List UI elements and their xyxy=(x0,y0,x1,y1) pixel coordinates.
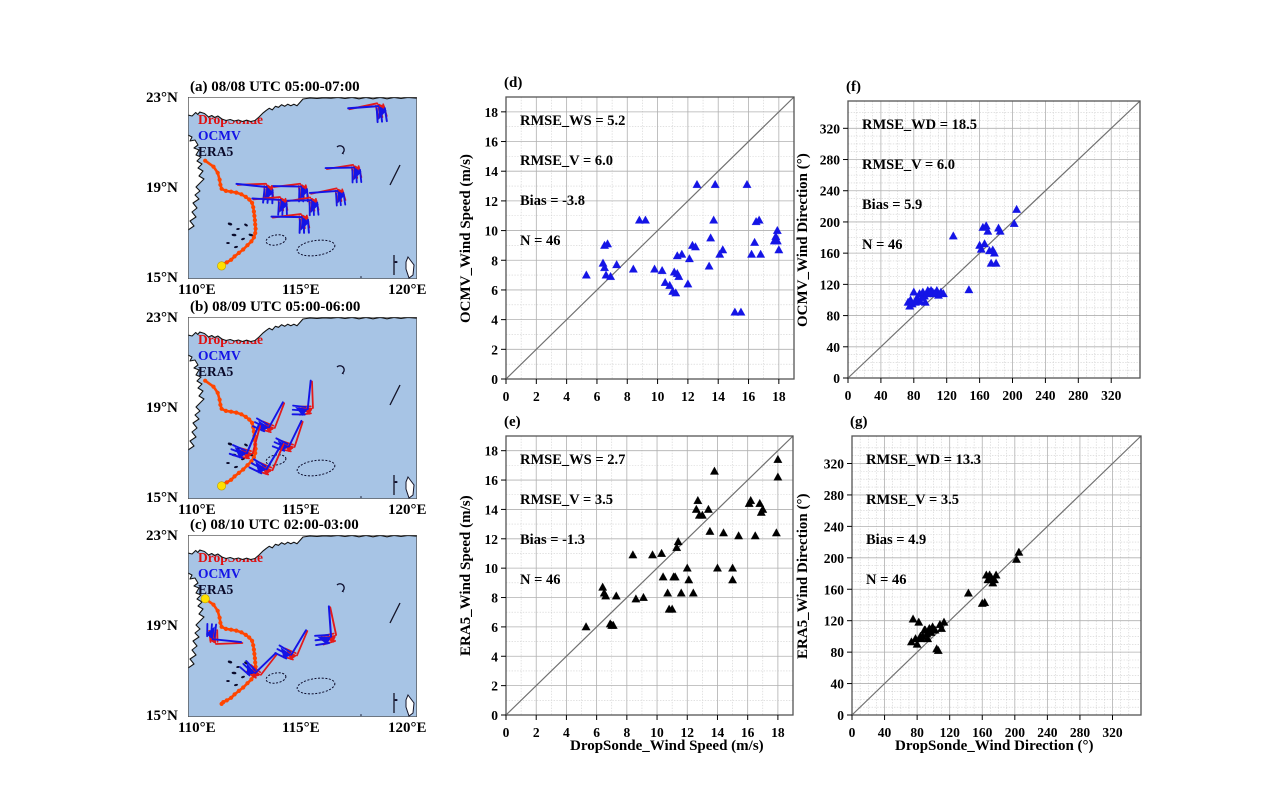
svg-text:18: 18 xyxy=(772,389,786,404)
svg-text:RMSE_WD = 13.3: RMSE_WD = 13.3 xyxy=(866,452,981,468)
svg-text:8: 8 xyxy=(624,389,631,404)
svg-text:120: 120 xyxy=(820,277,841,292)
svg-text:80: 80 xyxy=(831,645,845,660)
svg-text:10: 10 xyxy=(485,561,499,576)
svg-text:6: 6 xyxy=(491,283,498,298)
svg-text:4: 4 xyxy=(491,649,498,664)
svg-text:Bias = 4.9: Bias = 4.9 xyxy=(866,532,926,548)
svg-text:4: 4 xyxy=(563,725,570,740)
svg-text:120: 120 xyxy=(824,614,845,629)
svg-text:0: 0 xyxy=(491,708,498,723)
svg-text:RMSE_V = 6.0: RMSE_V = 6.0 xyxy=(520,153,613,169)
svg-text:16: 16 xyxy=(485,473,499,488)
svg-text:RMSE_WS = 2.7: RMSE_WS = 2.7 xyxy=(520,452,625,468)
svg-text:14: 14 xyxy=(485,502,499,517)
svg-text:200: 200 xyxy=(820,215,841,230)
svg-text:(g): (g) xyxy=(850,414,868,430)
svg-text:18: 18 xyxy=(771,725,785,740)
svg-text:(e): (e) xyxy=(504,414,521,430)
svg-text:N = 46: N = 46 xyxy=(866,572,906,588)
svg-text:ERA5: ERA5 xyxy=(198,364,234,379)
svg-text:6: 6 xyxy=(491,620,498,635)
svg-text:Bias = -3.8: Bias = -3.8 xyxy=(520,193,585,209)
svg-text:6: 6 xyxy=(594,389,601,404)
svg-text:0: 0 xyxy=(503,725,510,740)
svg-text:12: 12 xyxy=(681,389,695,404)
svg-text:280: 280 xyxy=(824,488,845,503)
svg-text:200: 200 xyxy=(824,551,845,566)
svg-text:40: 40 xyxy=(831,677,845,692)
svg-text:18: 18 xyxy=(485,444,499,459)
svg-text:14: 14 xyxy=(485,164,499,179)
svg-text:RMSE_V = 3.5: RMSE_V = 3.5 xyxy=(866,492,959,508)
svg-text:2: 2 xyxy=(533,725,540,740)
svg-text:320: 320 xyxy=(1102,725,1123,740)
svg-text:320: 320 xyxy=(824,457,845,472)
svg-text:160: 160 xyxy=(824,582,845,597)
svg-text:320: 320 xyxy=(1101,388,1122,403)
svg-text:40: 40 xyxy=(827,340,841,355)
svg-text:80: 80 xyxy=(827,309,841,324)
svg-text:240: 240 xyxy=(824,519,845,534)
svg-text:N = 46: N = 46 xyxy=(862,237,902,253)
svg-text:0: 0 xyxy=(503,389,510,404)
svg-text:0: 0 xyxy=(837,708,844,723)
svg-text:0: 0 xyxy=(833,371,840,386)
svg-text:10: 10 xyxy=(651,389,665,404)
svg-text:160: 160 xyxy=(820,246,841,261)
svg-text:RMSE_V = 6.0: RMSE_V = 6.0 xyxy=(862,157,955,173)
svg-text:OCMV: OCMV xyxy=(198,128,241,143)
svg-text:16: 16 xyxy=(485,135,499,150)
svg-text:16: 16 xyxy=(742,389,756,404)
svg-text:ERA5: ERA5 xyxy=(198,144,234,159)
svg-text:320: 320 xyxy=(820,121,841,136)
svg-text:(d): (d) xyxy=(504,75,522,91)
svg-text:2: 2 xyxy=(491,342,498,357)
svg-text:280: 280 xyxy=(820,153,841,168)
svg-text:280: 280 xyxy=(1068,388,1089,403)
svg-text:10: 10 xyxy=(485,224,499,239)
svg-text:(f): (f) xyxy=(846,79,861,95)
svg-text:200: 200 xyxy=(1002,388,1023,403)
svg-text:120: 120 xyxy=(937,388,958,403)
svg-text:OCMV: OCMV xyxy=(198,566,241,581)
svg-text:4: 4 xyxy=(491,313,498,328)
svg-text:80: 80 xyxy=(907,388,921,403)
svg-text:40: 40 xyxy=(878,725,892,740)
svg-text:RMSE_WD = 18.5: RMSE_WD = 18.5 xyxy=(862,117,977,133)
svg-text:RMSE_V = 3.5: RMSE_V = 3.5 xyxy=(520,492,613,508)
svg-text:N = 46: N = 46 xyxy=(520,233,560,249)
svg-text:0: 0 xyxy=(845,388,852,403)
svg-text:N = 46: N = 46 xyxy=(520,572,560,588)
svg-text:4: 4 xyxy=(563,389,570,404)
svg-text:0: 0 xyxy=(849,725,856,740)
svg-text:12: 12 xyxy=(485,194,499,209)
svg-text:18: 18 xyxy=(485,105,499,120)
svg-text:8: 8 xyxy=(491,591,498,606)
svg-text:Bias = 5.9: Bias = 5.9 xyxy=(862,197,922,213)
svg-text:OCMV: OCMV xyxy=(198,348,241,363)
svg-text:2: 2 xyxy=(491,679,498,694)
svg-text:14: 14 xyxy=(711,389,725,404)
svg-text:Bias = -1.3: Bias = -1.3 xyxy=(520,532,585,548)
svg-text:2: 2 xyxy=(533,389,540,404)
svg-text:12: 12 xyxy=(485,532,499,547)
svg-text:RMSE_WS = 5.2: RMSE_WS = 5.2 xyxy=(520,113,625,129)
svg-text:0: 0 xyxy=(491,372,498,387)
svg-text:240: 240 xyxy=(820,184,841,199)
svg-text:8: 8 xyxy=(491,253,498,268)
svg-text:240: 240 xyxy=(1035,388,1056,403)
svg-text:160: 160 xyxy=(969,388,990,403)
svg-text:40: 40 xyxy=(874,388,888,403)
